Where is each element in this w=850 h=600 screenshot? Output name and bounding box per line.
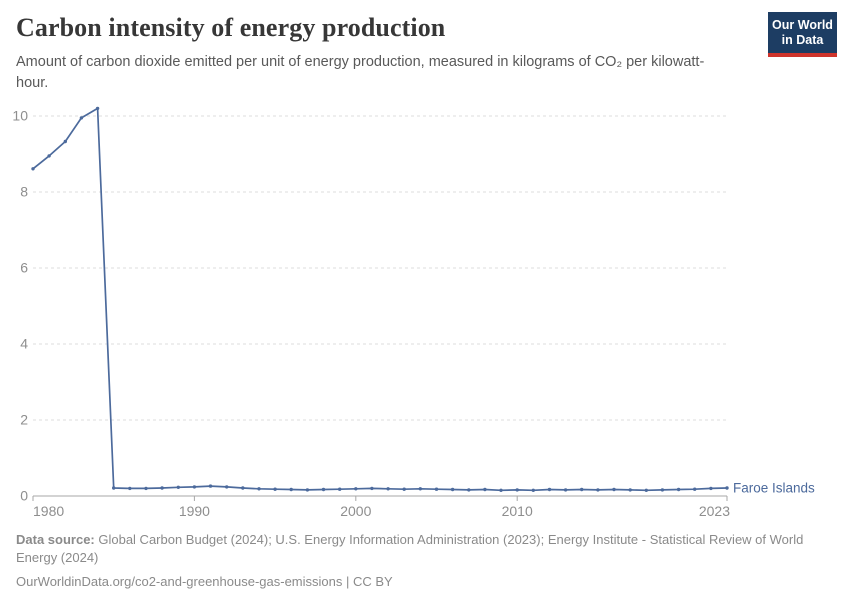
data-point[interactable]: [112, 486, 116, 490]
data-point[interactable]: [225, 485, 229, 489]
data-source-label: Data source:: [16, 532, 95, 547]
data-point[interactable]: [95, 106, 100, 111]
x-axis-tick-label: 2023: [699, 503, 730, 519]
data-source-line: Data source: Global Carbon Budget (2024)…: [16, 531, 808, 568]
y-axis-tick-label: 8: [20, 184, 28, 200]
data-point[interactable]: [612, 487, 616, 492]
data-point[interactable]: [338, 487, 342, 491]
data-point[interactable]: [709, 486, 713, 491]
entity-label[interactable]: Faroe Islands: [733, 481, 815, 496]
y-axis-tick-label: 4: [20, 336, 28, 352]
x-axis-tick-label: 2000: [340, 503, 371, 519]
data-point[interactable]: [580, 487, 584, 492]
data-point[interactable]: [370, 486, 374, 491]
chart-title: Carbon intensity of energy production: [16, 13, 446, 42]
data-point[interactable]: [467, 488, 471, 492]
data-point[interactable]: [483, 487, 487, 492]
data-point[interactable]: [531, 488, 535, 492]
data-point[interactable]: [176, 485, 180, 489]
data-point[interactable]: [208, 484, 213, 488]
data-point[interactable]: [693, 487, 697, 491]
data-point[interactable]: [31, 167, 35, 171]
y-axis-tick-label: 2: [20, 412, 28, 428]
data-point[interactable]: [257, 487, 261, 491]
data-point[interactable]: [79, 116, 84, 120]
data-point[interactable]: [499, 488, 503, 492]
data-point[interactable]: [63, 139, 67, 144]
y-axis-tick-label: 6: [20, 260, 28, 276]
x-axis-tick-label: 1990: [179, 503, 210, 519]
data-point[interactable]: [289, 487, 293, 492]
data-point[interactable]: [725, 486, 729, 490]
data-point[interactable]: [192, 485, 197, 489]
data-point[interactable]: [273, 487, 277, 491]
data-point[interactable]: [644, 488, 648, 492]
citation-link[interactable]: OurWorldinData.org/co2-and-greenhouse-ga…: [16, 573, 393, 589]
data-source-text: Global Carbon Budget (2024); U.S. Energy…: [16, 532, 804, 566]
data-point[interactable]: [386, 487, 390, 491]
data-point[interactable]: [596, 488, 600, 492]
data-point[interactable]: [144, 486, 148, 491]
owid-logo-text-line2: in Data: [781, 33, 824, 47]
data-point[interactable]: [434, 487, 439, 491]
y-axis-tick-label: 10: [12, 108, 28, 124]
data-point[interactable]: [676, 487, 681, 492]
x-axis-tick-label: 1980: [33, 503, 64, 519]
owid-logo-text-line1: Our World: [772, 18, 833, 32]
data-point[interactable]: [418, 487, 422, 491]
data-point[interactable]: [160, 486, 164, 490]
data-point[interactable]: [305, 488, 310, 492]
data-line: [32, 107, 728, 492]
chart-footer: Data source: Global Carbon Budget (2024)…: [16, 531, 808, 591]
y-axis-tick-label: 0: [20, 488, 28, 504]
data-point[interactable]: [321, 487, 326, 492]
owid-logo[interactable]: Our World in Data: [768, 12, 837, 57]
data-point[interactable]: [660, 488, 665, 492]
data-point[interactable]: [547, 487, 552, 492]
data-point[interactable]: [241, 486, 245, 490]
data-point[interactable]: [128, 486, 132, 491]
chart-subtitle: Amount of carbon dioxide emitted per uni…: [16, 54, 705, 91]
data-point[interactable]: [402, 487, 406, 491]
data-point[interactable]: [450, 487, 455, 492]
data-point[interactable]: [563, 488, 568, 492]
data-point[interactable]: [515, 488, 519, 492]
data-point[interactable]: [354, 487, 358, 491]
data-point[interactable]: [628, 488, 632, 492]
data-point[interactable]: [47, 154, 51, 158]
x-axis-tick-label: 2010: [502, 503, 533, 519]
